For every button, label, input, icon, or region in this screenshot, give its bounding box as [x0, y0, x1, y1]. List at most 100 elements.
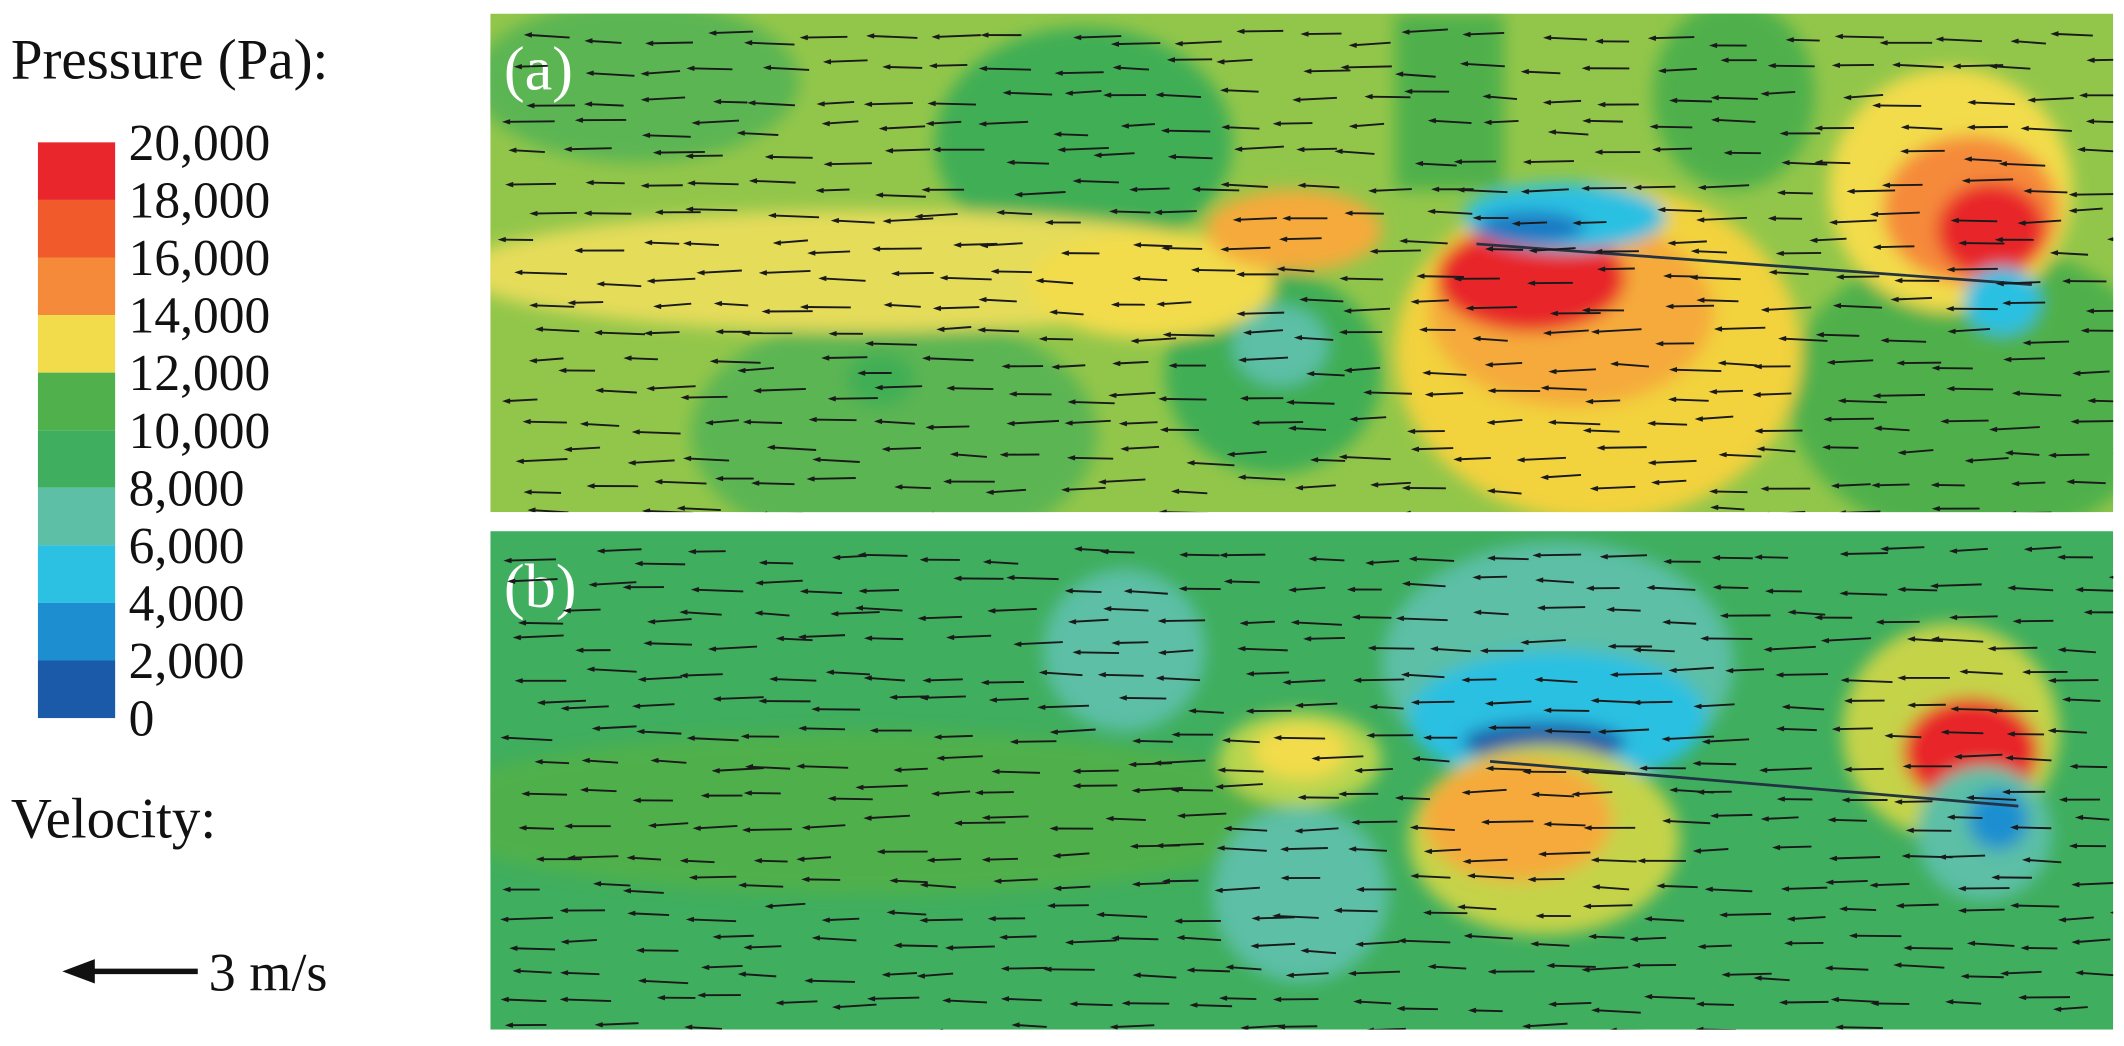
velocity-arrow [1907, 947, 1953, 950]
velocity-arrow [1171, 155, 1213, 160]
velocity-arrow [946, 999, 988, 1004]
velocity-arrow [1651, 422, 1688, 426]
velocity-arrow [1113, 210, 1151, 214]
arrow-head [635, 947, 645, 954]
arrow-head [2063, 1030, 2071, 1035]
arrow-head [559, 970, 569, 976]
arrow-head [1607, 643, 1616, 650]
velocity-arrow [716, 100, 748, 104]
arrow-head [821, 917, 830, 923]
arrow-head [652, 149, 661, 156]
velocity-arrow [588, 39, 622, 44]
velocity-arrow [1114, 42, 1161, 46]
velocity-arrow [1488, 700, 1532, 705]
arrow-head [985, 489, 994, 496]
velocity-arrow [1901, 449, 1934, 454]
arrow-head [1365, 560, 1374, 566]
arrow-head [1223, 825, 1232, 832]
arrow-head [1931, 506, 1940, 512]
velocity-arrow [758, 579, 803, 584]
velocity-arrow [1650, 586, 1696, 591]
velocity-arrow [649, 41, 693, 45]
arrow-head [1488, 724, 1497, 731]
arrow-head [1484, 700, 1493, 707]
arrow-head [1299, 296, 1308, 303]
velocity-arrow [1283, 237, 1322, 241]
arrow-head [1754, 428, 1763, 434]
arrow-head [2120, 1005, 2124, 1010]
arrow-head [1594, 248, 1603, 255]
velocity-arrows [500, 546, 2124, 1041]
arrow-head [1485, 765, 1494, 772]
velocity-arrow [2066, 698, 2101, 702]
arrow-head [1427, 208, 1436, 215]
arrow-head [1120, 123, 1129, 129]
arrow-head [1752, 392, 1761, 398]
velocity-arrow [587, 103, 624, 107]
arrow-head [1937, 854, 1946, 860]
arrow-head [982, 559, 991, 565]
arrow-head [500, 916, 509, 923]
arrow-head [1957, 885, 1966, 892]
arrow-head [1220, 181, 1229, 188]
arrow-head [932, 305, 941, 312]
arrow-head [946, 634, 955, 641]
arrow-head [1834, 33, 1843, 40]
arrow-head [1300, 31, 1309, 37]
arrow-head [1893, 962, 1902, 968]
arrow-head [1520, 188, 1529, 195]
arrow-head [1814, 125, 1823, 131]
arrow-head [637, 978, 646, 984]
velocity-arrow [820, 100, 855, 105]
arrow-head [1665, 303, 1674, 310]
arrow-head [1162, 331, 1171, 338]
velocity-arrow [1696, 848, 1729, 852]
velocity-arrow [1694, 250, 1727, 254]
arrow-head [1348, 123, 1357, 129]
arrow-head [816, 101, 825, 107]
velocity-arrow [1613, 362, 1650, 368]
colorbar-band [37, 372, 116, 431]
arrow-head [1453, 456, 1462, 463]
velocity-arrow [886, 217, 934, 223]
arrow-head [762, 64, 771, 71]
arrow-head [575, 647, 584, 653]
arrow-head [645, 40, 654, 47]
arrow-head [2057, 647, 2066, 653]
velocity-arrow [800, 765, 849, 769]
arrow-head [1006, 574, 1015, 581]
arrow-head [2001, 789, 2010, 795]
arrow-head [1170, 488, 1180, 495]
arrow-head [1584, 398, 1594, 405]
arrow-head [1245, 708, 1254, 714]
arrow-head [821, 120, 830, 127]
arrow-head [869, 727, 878, 734]
arrow-head [502, 398, 511, 404]
velocity-arrow [1552, 368, 1596, 373]
arrow-head [623, 355, 632, 361]
arrow-head [744, 40, 753, 46]
velocity-arrow [1463, 62, 1505, 68]
velocity-arrow [1460, 188, 1508, 194]
arrow-head [1720, 57, 1729, 63]
velocity-arrow [1667, 275, 1698, 278]
velocity-arrow [1839, 275, 1880, 278]
velocity-arrow [1832, 856, 1881, 860]
velocity-arrow [1836, 304, 1883, 309]
velocity-arrow [1238, 145, 1284, 151]
arrow-head [1105, 815, 1114, 822]
arrow-head [1522, 768, 1531, 775]
velocity-arrow [635, 1039, 672, 1041]
velocity-arrow [1255, 916, 1295, 920]
arrow-head [701, 964, 710, 971]
velocity-arrow [1410, 1034, 1457, 1035]
velocity-arrow [755, 482, 795, 486]
arrow-head [1834, 1024, 1844, 1030]
arrow-head [1179, 552, 1188, 558]
velocity-arrow [831, 797, 873, 801]
arrow-head [679, 609, 688, 615]
arrow-head [594, 1022, 603, 1028]
velocity-arrow [1819, 333, 1860, 337]
arrow-head [647, 822, 657, 829]
arrow-head [1406, 428, 1416, 435]
